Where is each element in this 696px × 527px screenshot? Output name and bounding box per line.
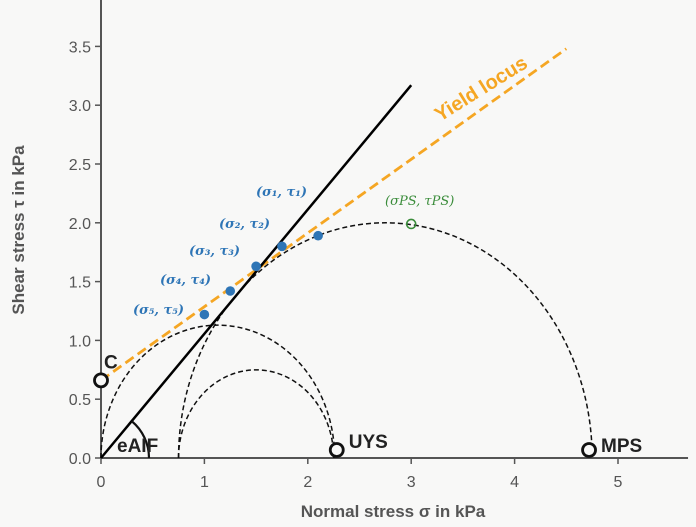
x-tick-label: 3 [407, 474, 416, 491]
y-tick-label: 0.5 [69, 392, 91, 409]
point-label: (σ₁, τ₁) [256, 185, 307, 200]
data-point [277, 241, 287, 252]
yield-locus-line [100, 47, 568, 382]
x-tick-label: 5 [614, 474, 623, 491]
marker-circle [328, 442, 345, 458]
eaif-line [100, 84, 413, 459]
data-point [225, 286, 236, 296]
lines [100, 47, 568, 459]
eaif-label: eAIF [117, 436, 158, 457]
labels: eAIF (σ₁, τ₁) (σ₂, τ₂) (σ₃, τ₃) (σ₅, τ₅) (σ₄,… [104, 185, 642, 457]
y-tick-label: 3.0 [69, 98, 91, 115]
data-points [93, 218, 597, 458]
data-point [313, 230, 323, 241]
mohr-circles [100, 222, 593, 459]
mohr-circle [177, 369, 335, 459]
x-tick-label: 2 [303, 474, 312, 491]
data-point [199, 309, 210, 320]
y-tick-label: 2.0 [69, 216, 91, 233]
yield-locus-label: Yield locus [431, 52, 532, 126]
mohr-circle [177, 222, 593, 459]
y-tick-label: 2.5 [69, 157, 91, 174]
mohr-circle [100, 324, 336, 459]
x-tick-label: 4 [510, 474, 519, 491]
preshear-label: (σPS, τPS) [385, 194, 454, 209]
axes: 0.0 0.5 1.0 1.5 2.0 2.5 3.0 3.5 0 1 2 3 4 5 [69, 0, 689, 491]
marker-label: UYS [349, 432, 388, 453]
y-tick-label: 1.0 [69, 333, 91, 350]
point-label: (σ₅, τ₅) [133, 303, 184, 318]
preshear-point [405, 218, 417, 230]
marker-circle [581, 442, 597, 458]
y-tick-label: 1.5 [69, 275, 91, 292]
point-label: (σ₂, τ₂) [219, 217, 270, 232]
y-tick-label: 3.5 [69, 39, 91, 56]
point-label: (σ₃, τ₃) [189, 244, 240, 259]
y-axis-title: Shear stress τ in kPa [9, 145, 28, 315]
marker-circle [93, 372, 109, 389]
data-point [251, 261, 261, 272]
eaif-angle-arc [130, 420, 151, 459]
point-label: (σ₄, τ₄) [160, 273, 211, 288]
marker-label: C [104, 352, 118, 373]
x-tick-label: 1 [200, 474, 209, 491]
x-axis-title: Normal stress σ in kPa [301, 502, 486, 521]
marker-label: MPS [601, 436, 642, 457]
y-tick-label: 0.0 [69, 451, 91, 468]
x-tick-label: 0 [97, 474, 106, 491]
